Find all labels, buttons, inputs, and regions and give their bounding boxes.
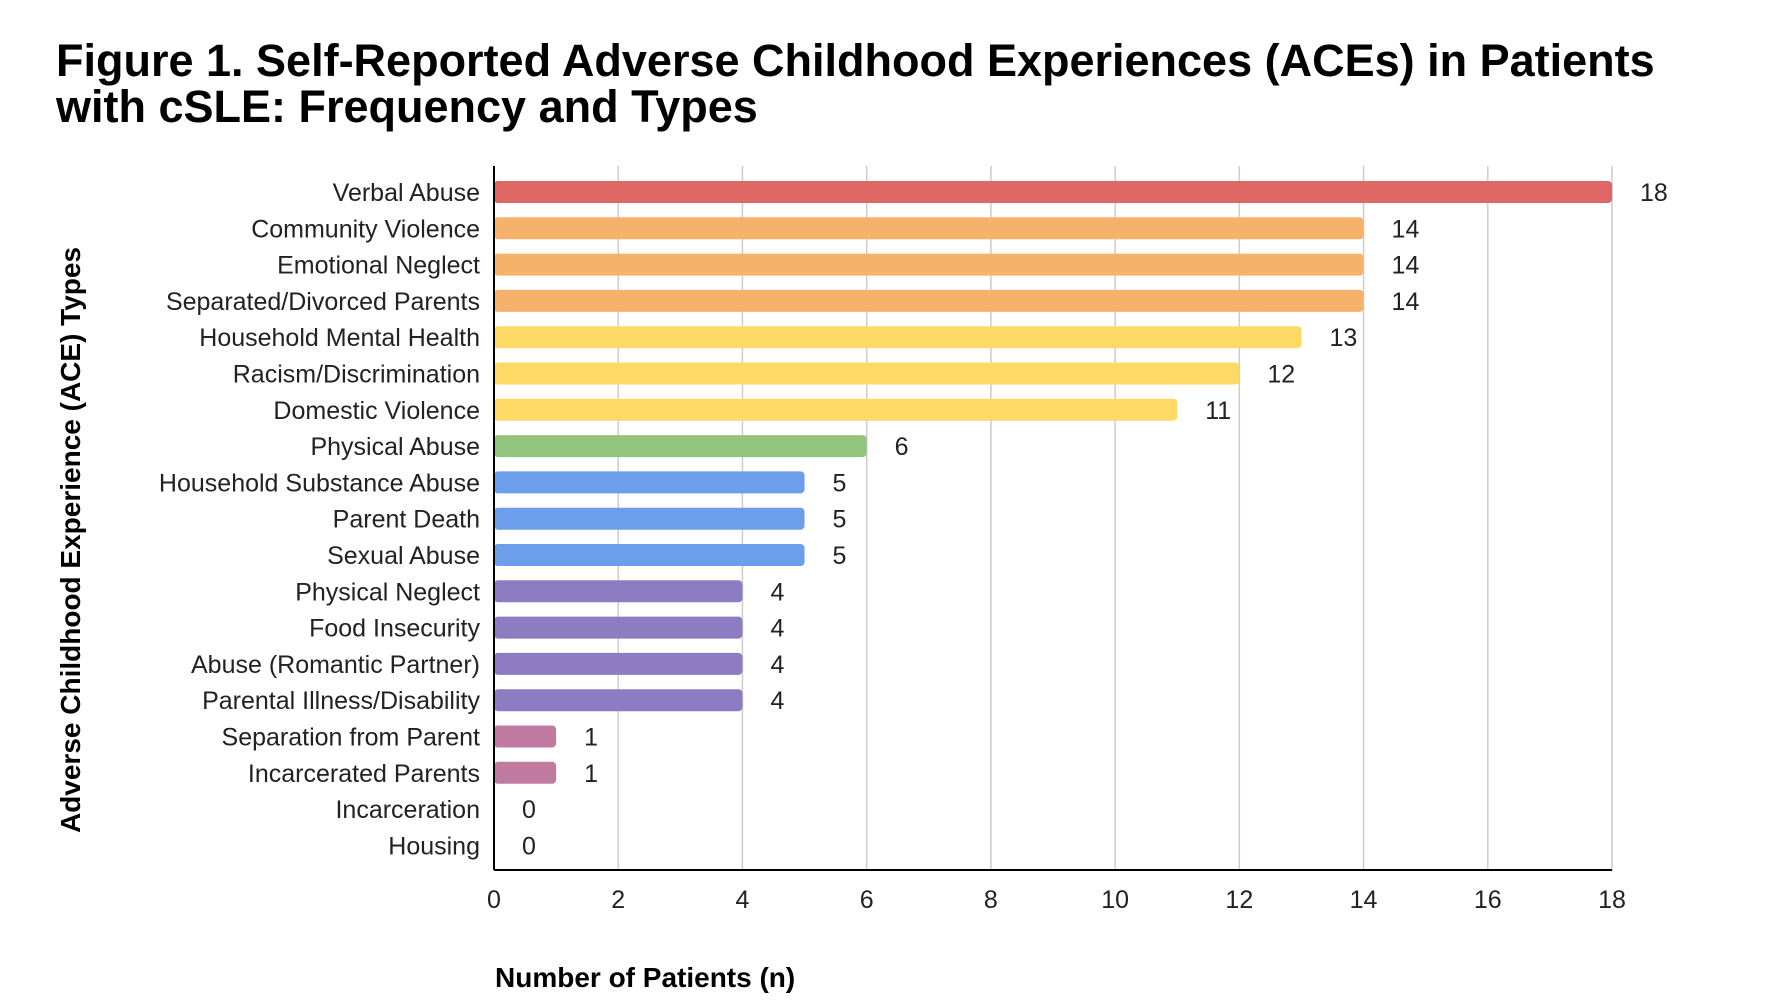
bar <box>494 689 743 712</box>
value-label: 14 <box>1392 215 1420 243</box>
category-label: Racism/Discrimination <box>233 361 480 389</box>
value-label: 14 <box>1392 288 1420 316</box>
category-label: Separated/Divorced Parents <box>166 288 480 316</box>
category-label: Parent Death <box>333 506 480 534</box>
bar <box>494 398 1178 421</box>
value-label: 4 <box>770 687 784 715</box>
bars <box>494 181 1612 784</box>
category-label: Domestic Violence <box>273 397 480 425</box>
bar <box>494 725 557 748</box>
value-label: 5 <box>833 542 847 570</box>
bar <box>494 253 1364 276</box>
category-label: Separation from Parent <box>222 724 481 752</box>
category-label: Community Violence <box>251 215 480 243</box>
value-label: 4 <box>770 615 784 643</box>
value-label: 1 <box>584 724 598 752</box>
value-label: 4 <box>770 651 784 679</box>
value-label: 4 <box>770 578 784 606</box>
value-label: 12 <box>1267 361 1295 389</box>
value-label: 6 <box>895 433 909 461</box>
x-tick-label: 8 <box>984 886 998 914</box>
category-label: Physical Abuse <box>310 433 480 461</box>
y-axis-title: Adverse Childhood Experience (ACE) Types <box>55 247 86 833</box>
category-label: Physical Neglect <box>295 578 480 606</box>
x-tick-label: 4 <box>735 886 749 914</box>
category-label: Sexual Abuse <box>327 542 480 570</box>
category-label: Parental Illness/Disability <box>202 687 480 715</box>
axes <box>493 166 1612 871</box>
category-label: Housing <box>388 832 480 860</box>
x-axis-title: Number of Patients (n) <box>495 962 795 993</box>
value-label: 11 <box>1205 397 1231 425</box>
x-tick-label: 16 <box>1474 886 1502 914</box>
category-label: Household Mental Health <box>199 324 480 352</box>
bar <box>494 616 743 639</box>
bar <box>494 326 1302 349</box>
category-label: Household Substance Abuse <box>159 469 480 497</box>
category-label: Emotional Neglect <box>277 252 480 280</box>
bar <box>494 544 805 566</box>
category-label: Verbal Abuse <box>333 179 480 207</box>
category-label: Incarceration <box>335 796 480 824</box>
value-label: 0 <box>522 796 536 824</box>
x-tick-label: 0 <box>487 886 501 914</box>
x-tick-label: 2 <box>611 886 625 914</box>
x-tick-label: 18 <box>1598 886 1626 914</box>
value-label: 5 <box>833 506 847 534</box>
bar <box>494 217 1364 240</box>
value-label: 13 <box>1329 324 1357 352</box>
bar <box>494 761 557 784</box>
value-label: 5 <box>833 469 847 497</box>
bar <box>494 652 743 675</box>
tick-labels: 0 2 4 6 8 10 12 14 16 18 <box>487 886 1626 914</box>
bar <box>494 580 743 603</box>
bar <box>494 289 1364 312</box>
category-label: Food Insecurity <box>309 615 480 643</box>
bar <box>494 435 867 458</box>
chart-title: Figure 1. Self-Reported Adverse Childhoo… <box>56 35 1655 132</box>
value-label: 18 <box>1640 179 1668 207</box>
bar <box>494 181 1612 203</box>
x-tick-label: 10 <box>1101 886 1129 914</box>
value-label: 1 <box>584 760 598 788</box>
bar <box>494 471 805 494</box>
category-labels: Verbal Abuse Community Violence Emotional … <box>159 179 481 860</box>
bar <box>494 507 805 530</box>
x-tick-label: 14 <box>1350 886 1378 914</box>
value-label: 14 <box>1392 252 1420 280</box>
x-tick-label: 12 <box>1225 886 1253 914</box>
gridlines <box>617 166 1613 870</box>
category-label: Incarcerated Parents <box>248 760 480 788</box>
x-tick-label: 6 <box>860 886 874 914</box>
category-label: Abuse (Romantic Partner) <box>191 651 480 679</box>
value-label: 0 <box>522 832 536 860</box>
bar <box>494 362 1240 385</box>
